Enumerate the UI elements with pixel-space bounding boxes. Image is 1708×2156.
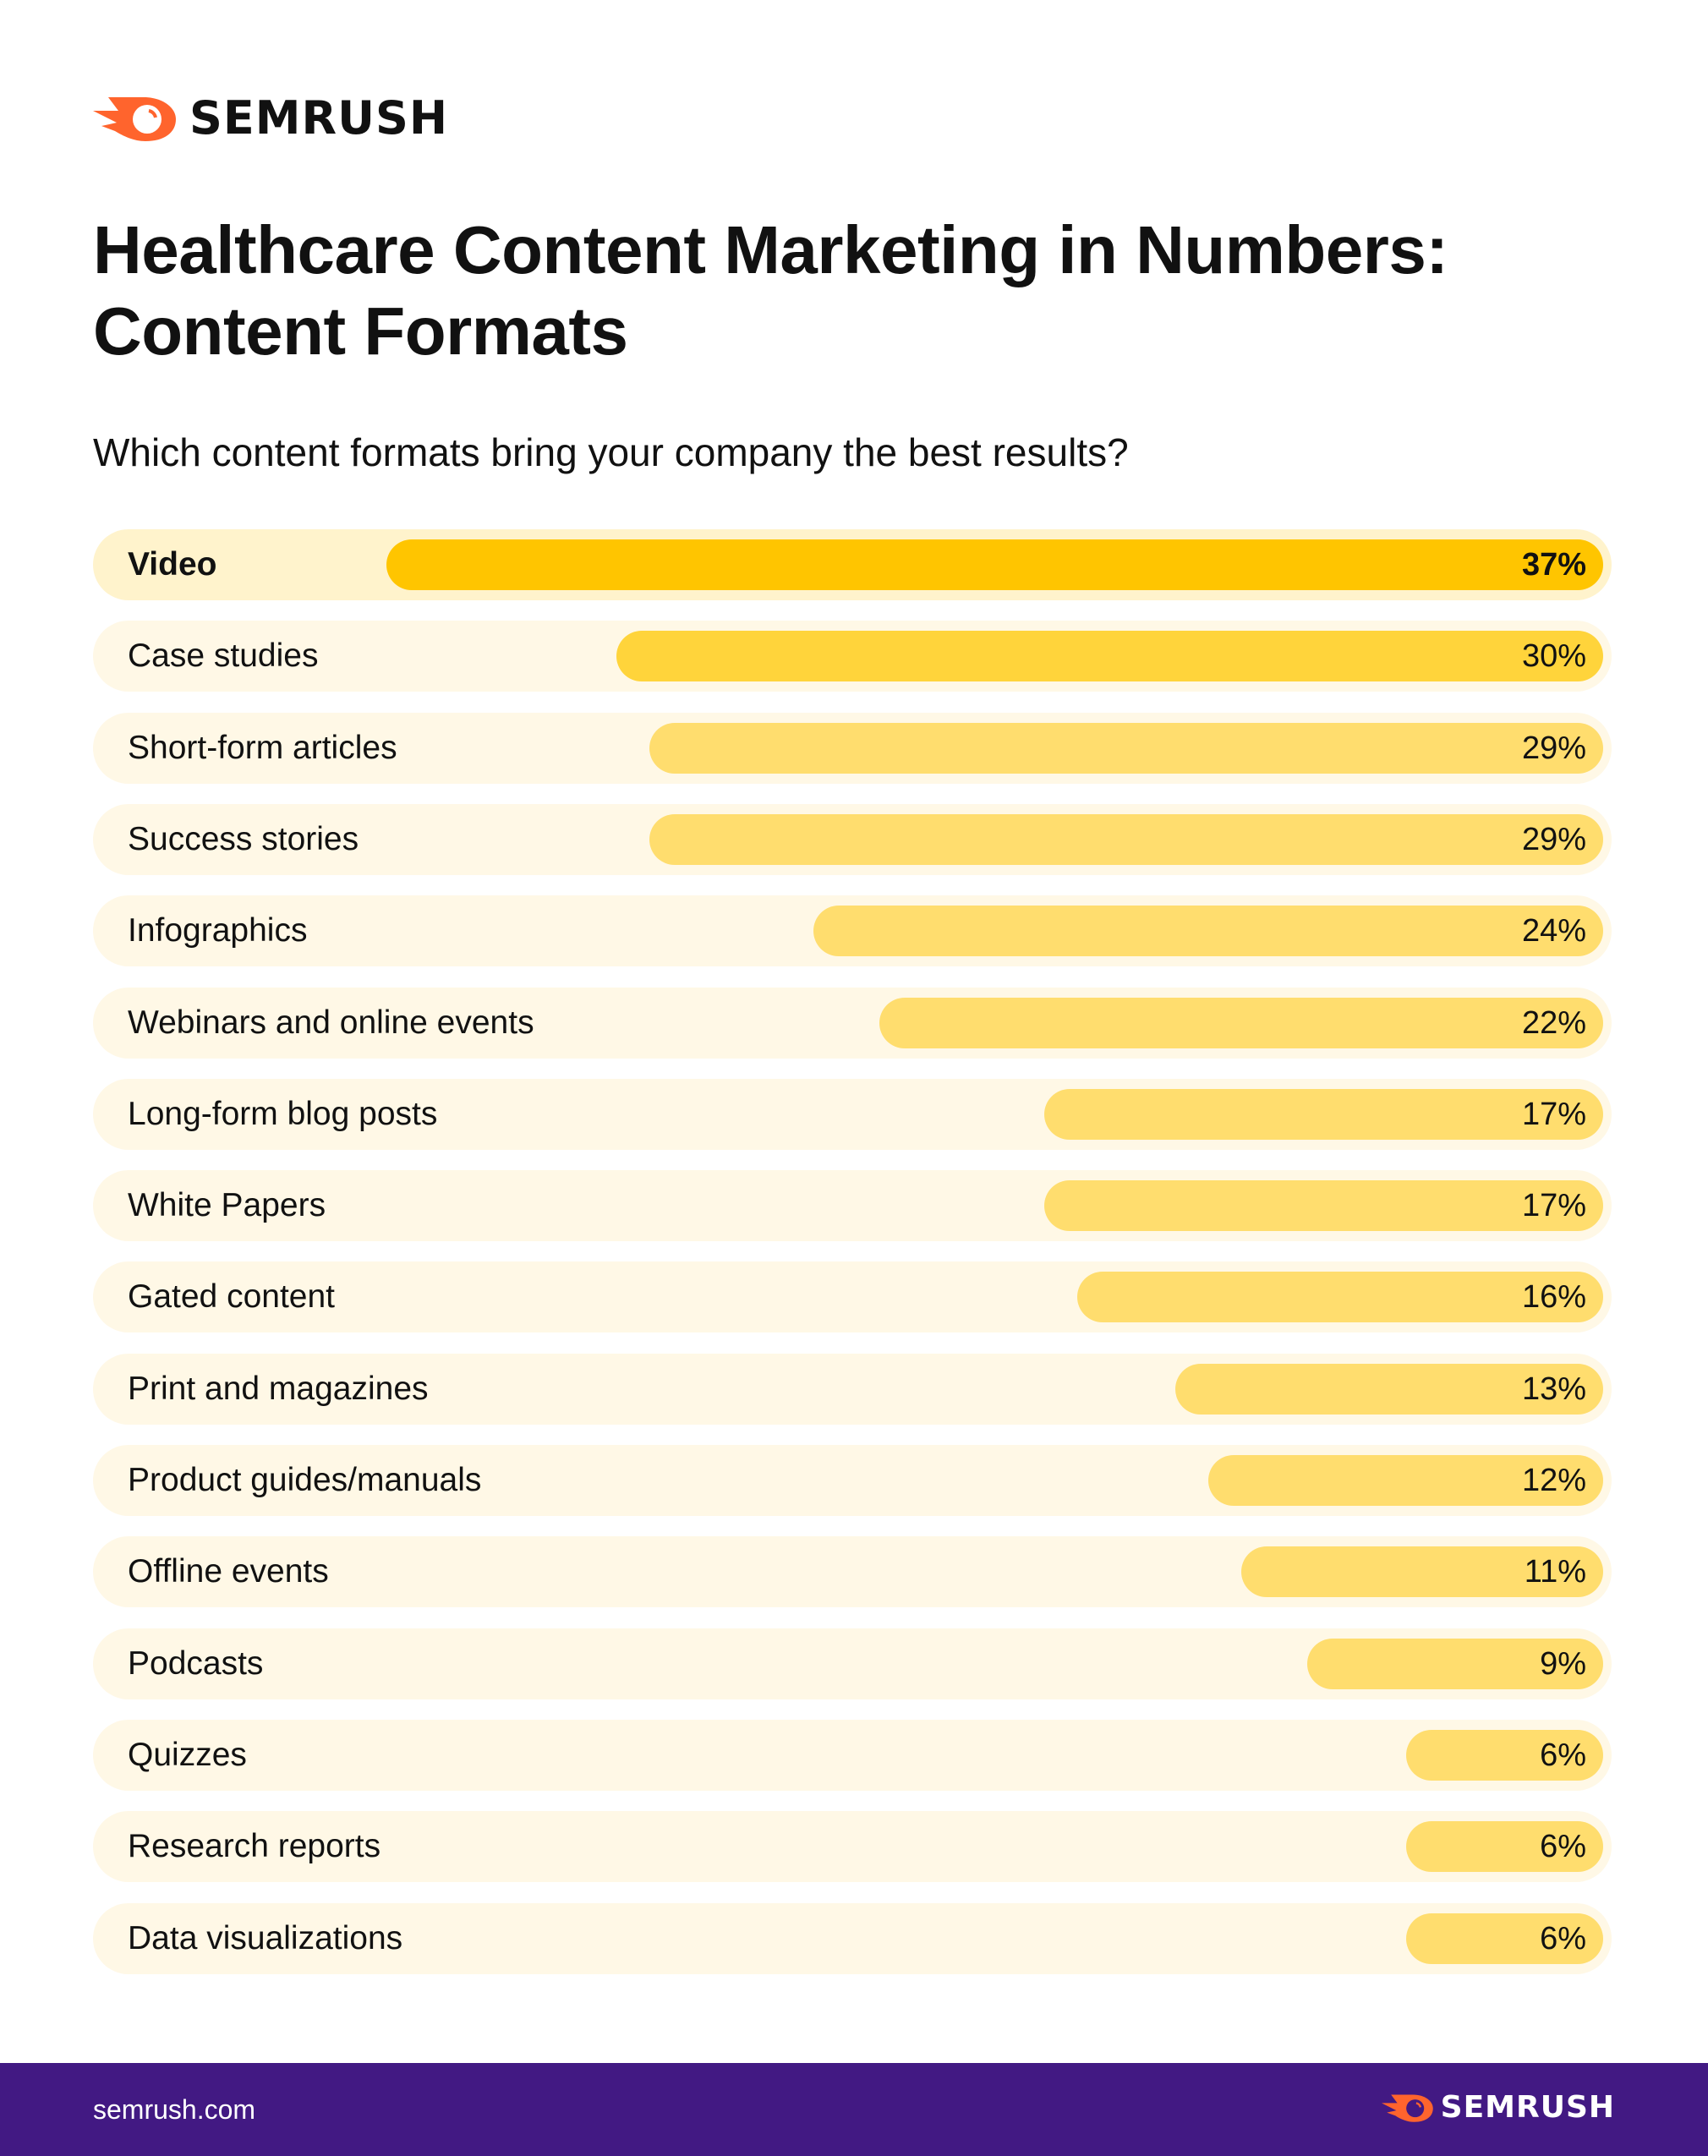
value-label: 6% (1540, 1829, 1586, 1865)
chart-row: Video 37% (93, 529, 1612, 600)
value-label: 17% (1521, 1188, 1586, 1224)
value-label: 24% (1521, 913, 1586, 949)
value-label: 29% (1521, 730, 1586, 766)
value-label: 17% (1521, 1096, 1586, 1132)
page-title: Healthcare Content Marketing in Numbers:… (93, 210, 1657, 372)
category-label: Short-form articles (128, 729, 397, 766)
category-label: Long-form blog posts (128, 1095, 438, 1132)
footer-logo: SEMRUSH (1381, 2090, 1615, 2125)
chart-row: Success stories 29% (93, 803, 1612, 875)
footer: semrush.com SEMRUSH (0, 2063, 1708, 2156)
semrush-fireball-icon (1381, 2094, 1433, 2122)
chart-row: Case studies 30% (93, 621, 1612, 692)
chart-row: Product guides/manuals 12% (93, 1445, 1612, 1516)
semrush-fireball-icon (93, 96, 176, 141)
chart-row: Podcasts 9% (93, 1628, 1612, 1699)
category-label: Video (128, 546, 217, 583)
bar: 29% (649, 813, 1603, 865)
footer-site: semrush.com (93, 2094, 256, 2125)
bar: 30% (616, 631, 1603, 682)
bar: 9% (1306, 1638, 1603, 1689)
category-label: White Papers (128, 1187, 326, 1224)
title-line-2: Content Formats (93, 293, 628, 369)
value-label: 6% (1540, 1737, 1586, 1773)
bar: 24% (813, 906, 1603, 957)
chart-row: Quizzes 6% (93, 1719, 1612, 1791)
value-label: 29% (1521, 821, 1586, 857)
chart-row: Webinars and online events 22% (93, 987, 1612, 1059)
chart-row: Long-form blog posts 17% (93, 1078, 1612, 1150)
brand-name: SEMRUSH (189, 91, 449, 145)
value-label: 37% (1521, 547, 1586, 583)
category-label: Podcasts (128, 1644, 264, 1682)
category-label: Print and magazines (128, 1370, 429, 1407)
category-label: Infographics (128, 912, 308, 949)
category-label: Case studies (128, 637, 319, 675)
chart-row: Data visualizations 6% (93, 1902, 1612, 1974)
bar: 37% (386, 539, 1603, 590)
chart-row: Offline events 11% (93, 1536, 1612, 1608)
bar: 13% (1175, 1363, 1603, 1415)
category-label: Research reports (128, 1828, 381, 1865)
bar: 6% (1405, 1821, 1603, 1873)
value-label: 9% (1540, 1645, 1586, 1682)
footer-brand: SEMRUSH (1440, 2090, 1615, 2125)
category-label: Success stories (128, 820, 359, 857)
value-label: 16% (1521, 1279, 1586, 1316)
category-label: Gated content (128, 1278, 336, 1316)
bar: 6% (1405, 1729, 1603, 1781)
semrush-logo: SEMRUSH (93, 91, 448, 145)
chart-row: Gated content 16% (93, 1261, 1612, 1333)
value-label: 30% (1521, 638, 1586, 675)
category-label: Webinars and online events (128, 1004, 534, 1041)
title-line-1: Healthcare Content Marketing in Numbers: (93, 212, 1448, 287)
chart-row: White Papers 17% (93, 1170, 1612, 1242)
bar: 17% (1043, 1088, 1603, 1140)
bar: 22% (879, 997, 1603, 1048)
value-label: 12% (1521, 1463, 1586, 1498)
category-label: Data visualizations (128, 1919, 403, 1956)
chart-row: Print and magazines 13% (93, 1353, 1612, 1425)
chart-question: Which content formats bring your company… (93, 430, 1129, 474)
bar: 17% (1043, 1180, 1603, 1232)
bar: 11% (1241, 1546, 1603, 1598)
bar: 29% (649, 722, 1603, 774)
bar: 6% (1405, 1912, 1603, 1964)
value-label: 11% (1524, 1554, 1586, 1590)
chart-row: Short-form articles 29% (93, 712, 1612, 784)
category-label: Product guides/manuals (128, 1462, 482, 1498)
value-label: 22% (1521, 1004, 1586, 1041)
chart-row: Research reports 6% (93, 1811, 1612, 1883)
value-label: 13% (1521, 1371, 1586, 1407)
value-label: 6% (1540, 1920, 1586, 1956)
bar: 16% (1076, 1272, 1603, 1323)
chart-row: Infographics 24% (93, 895, 1612, 967)
bar: 12% (1208, 1455, 1603, 1506)
category-label: Offline events (128, 1553, 329, 1590)
category-label: Quizzes (128, 1736, 247, 1773)
